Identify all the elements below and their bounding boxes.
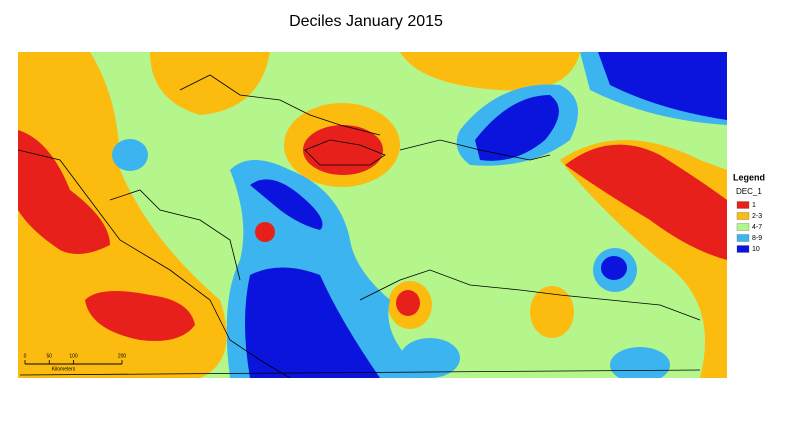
- zone-8-9: [112, 139, 148, 171]
- zone-8-9: [400, 338, 460, 378]
- legend-swatch: [736, 212, 750, 220]
- coastline: [359, 269, 701, 321]
- legend-swatch: [736, 223, 750, 231]
- zone-8-9: [610, 347, 670, 378]
- zone-2-3: [400, 52, 580, 91]
- legend-swatch: [736, 234, 750, 242]
- legend-label: 1: [752, 202, 756, 209]
- scale-label: 0: [24, 353, 27, 359]
- legend-swatch: [736, 245, 750, 253]
- zone-10: [598, 52, 727, 120]
- legend-label: 8-9: [752, 235, 762, 242]
- zone-1: [255, 222, 275, 242]
- scale-label: 100: [69, 353, 78, 359]
- zone-2-3: [150, 52, 270, 115]
- scale-unit: Kilometers: [52, 366, 76, 372]
- zone-2-3: [530, 286, 574, 338]
- zone-1: [18, 130, 110, 254]
- zone-1: [396, 290, 420, 316]
- coastline: [19, 369, 701, 376]
- legend-field: DEC_1: [736, 187, 762, 196]
- scale-label: 200: [118, 353, 127, 359]
- legend-title: Legend: [733, 172, 765, 182]
- zone-10: [250, 179, 323, 230]
- zone-1: [85, 291, 195, 341]
- zone-10: [245, 267, 380, 378]
- zone-10: [601, 256, 627, 280]
- legend-label: 4-7: [752, 224, 762, 231]
- coastline: [109, 189, 241, 281]
- legend-label: 10: [752, 246, 760, 253]
- coastline: [179, 74, 381, 136]
- zone-10: [475, 95, 559, 161]
- map-title: Deciles January 2015: [289, 13, 443, 30]
- scale-label: 50: [46, 353, 52, 359]
- zone-1: [565, 144, 727, 260]
- decile-map: [18, 52, 727, 378]
- legend-label: 2-3: [752, 213, 762, 220]
- legend: Legend DEC_1: [733, 172, 765, 196]
- legend-swatch: [736, 201, 750, 209]
- coastline: [304, 139, 386, 166]
- zone-2-3: [18, 52, 227, 378]
- coastline: [399, 139, 551, 161]
- coastline: [18, 149, 291, 378]
- zone-1: [303, 125, 383, 175]
